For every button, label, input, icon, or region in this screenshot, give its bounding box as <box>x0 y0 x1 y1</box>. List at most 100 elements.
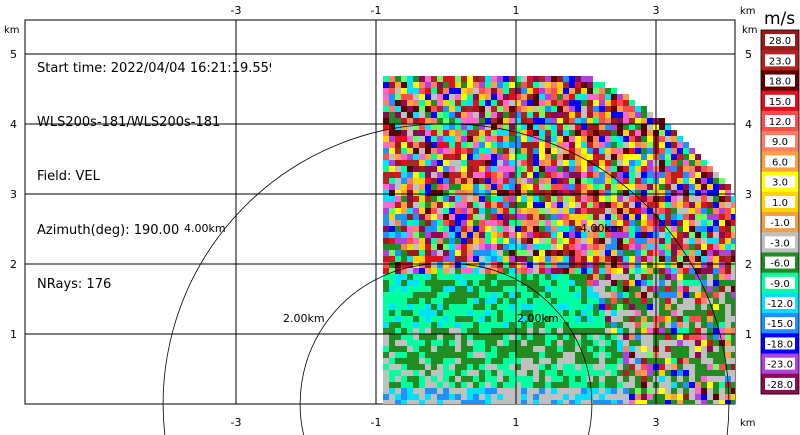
velocity-cell <box>413 370 419 376</box>
velocity-cell <box>413 352 419 358</box>
velocity-cell <box>569 88 575 94</box>
velocity-cell <box>401 130 407 136</box>
velocity-cell <box>551 304 557 310</box>
velocity-cell <box>431 202 437 208</box>
velocity-cell <box>593 226 599 232</box>
velocity-cell <box>689 274 695 280</box>
velocity-cell <box>479 100 485 106</box>
velocity-cell <box>551 292 557 298</box>
velocity-cell <box>647 220 653 226</box>
velocity-cell <box>725 352 731 358</box>
velocity-cell <box>509 370 515 376</box>
velocity-cell <box>485 184 491 190</box>
velocity-cell <box>605 244 611 250</box>
velocity-cell <box>473 100 479 106</box>
velocity-cell <box>461 124 467 130</box>
velocity-cell <box>545 112 551 118</box>
velocity-cell <box>407 250 413 256</box>
velocity-cell <box>419 136 425 142</box>
velocity-cell <box>419 100 425 106</box>
velocity-cell <box>479 292 485 298</box>
velocity-cell <box>599 154 605 160</box>
velocity-cell <box>539 142 545 148</box>
velocity-cell <box>395 106 401 112</box>
velocity-cell <box>419 76 425 82</box>
velocity-cell <box>563 214 569 220</box>
velocity-cell <box>437 310 443 316</box>
velocity-cell <box>431 76 437 82</box>
velocity-cell <box>599 322 605 328</box>
velocity-cell <box>659 316 665 322</box>
velocity-cell <box>707 322 713 328</box>
velocity-cell <box>659 346 665 352</box>
velocity-cell <box>569 274 575 280</box>
velocity-cell <box>431 154 437 160</box>
velocity-cell <box>671 352 677 358</box>
velocity-cell <box>599 376 605 382</box>
velocity-cell <box>473 76 479 82</box>
velocity-cell <box>725 220 731 226</box>
velocity-cell <box>599 244 605 250</box>
velocity-cell <box>449 274 455 280</box>
velocity-cell <box>413 118 419 124</box>
velocity-cell <box>683 232 689 238</box>
velocity-cell <box>533 250 539 256</box>
velocity-cell <box>581 94 587 100</box>
velocity-cell <box>431 376 437 382</box>
velocity-cell <box>419 328 425 334</box>
velocity-cell <box>503 316 509 322</box>
velocity-cell <box>593 274 599 280</box>
velocity-cell <box>407 364 413 370</box>
velocity-cell <box>683 268 689 274</box>
velocity-cell <box>461 118 467 124</box>
velocity-cell <box>491 244 497 250</box>
velocity-cell <box>659 124 665 130</box>
velocity-cell <box>419 358 425 364</box>
velocity-cell <box>431 394 437 400</box>
velocity-cell <box>587 94 593 100</box>
velocity-cell <box>701 238 707 244</box>
velocity-cell <box>677 394 683 400</box>
velocity-cell <box>431 400 437 404</box>
velocity-cell <box>497 376 503 382</box>
velocity-cell <box>533 88 539 94</box>
velocity-cell <box>587 286 593 292</box>
velocity-cell <box>419 94 425 100</box>
velocity-cell <box>527 82 533 88</box>
velocity-cell <box>389 274 395 280</box>
velocity-cell <box>383 178 389 184</box>
velocity-cell <box>431 358 437 364</box>
velocity-cell <box>671 196 677 202</box>
colorbar-label: 18.0 <box>769 77 791 88</box>
velocity-cell <box>629 250 635 256</box>
velocity-cell <box>503 274 509 280</box>
range-ring-label: 4.00km <box>580 222 622 235</box>
velocity-cell <box>437 196 443 202</box>
velocity-cell <box>575 196 581 202</box>
velocity-cell <box>611 130 617 136</box>
velocity-cell <box>725 298 731 304</box>
velocity-cell <box>593 160 599 166</box>
velocity-cell <box>401 262 407 268</box>
colorbar-label-box <box>765 94 795 107</box>
velocity-cell <box>617 340 623 346</box>
velocity-cell <box>575 154 581 160</box>
velocity-cell <box>485 268 491 274</box>
velocity-cell <box>575 352 581 358</box>
velocity-cell <box>725 262 731 268</box>
velocity-cell <box>575 346 581 352</box>
velocity-cell <box>611 226 617 232</box>
velocity-cell <box>635 268 641 274</box>
velocity-cell <box>413 106 419 112</box>
velocity-cell <box>539 82 545 88</box>
velocity-cell <box>491 304 497 310</box>
velocity-cell <box>509 400 515 404</box>
velocity-cell <box>497 130 503 136</box>
velocity-cell <box>689 376 695 382</box>
velocity-cell <box>629 244 635 250</box>
velocity-cell <box>539 340 545 346</box>
velocity-cell <box>425 196 431 202</box>
velocity-cell <box>599 310 605 316</box>
velocity-cell <box>431 214 437 220</box>
velocity-cell <box>389 316 395 322</box>
